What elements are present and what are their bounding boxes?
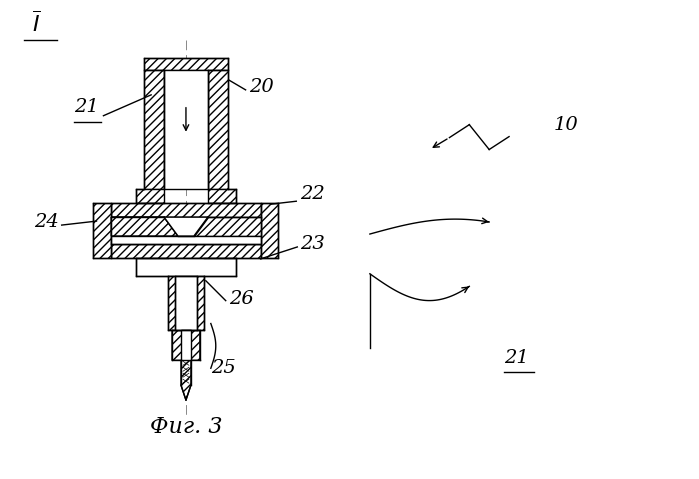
Polygon shape bbox=[168, 276, 204, 331]
Text: Фиг. 3: Фиг. 3 bbox=[150, 416, 222, 438]
Polygon shape bbox=[208, 70, 228, 189]
Polygon shape bbox=[194, 217, 261, 236]
Polygon shape bbox=[111, 217, 178, 236]
Polygon shape bbox=[136, 258, 236, 276]
Text: 21: 21 bbox=[504, 349, 529, 367]
Text: 25: 25 bbox=[211, 359, 236, 377]
Text: 20: 20 bbox=[249, 78, 273, 96]
Text: 26: 26 bbox=[229, 290, 254, 308]
Text: 23: 23 bbox=[301, 235, 325, 253]
Polygon shape bbox=[144, 70, 164, 189]
Polygon shape bbox=[144, 58, 228, 70]
Polygon shape bbox=[172, 331, 200, 400]
Polygon shape bbox=[136, 189, 164, 203]
Polygon shape bbox=[181, 331, 191, 360]
Polygon shape bbox=[94, 203, 111, 258]
Bar bbox=[164, 70, 208, 189]
Bar bbox=[175, 276, 197, 331]
Polygon shape bbox=[208, 189, 236, 203]
Polygon shape bbox=[261, 203, 278, 258]
Polygon shape bbox=[111, 217, 178, 236]
Polygon shape bbox=[164, 217, 208, 236]
Text: 21: 21 bbox=[73, 98, 99, 116]
Text: $\overline{I}$: $\overline{I}$ bbox=[32, 12, 41, 37]
Text: 22: 22 bbox=[301, 185, 325, 203]
Polygon shape bbox=[111, 244, 261, 258]
Text: 24: 24 bbox=[34, 213, 59, 231]
Bar bbox=[111, 236, 261, 244]
Text: 10: 10 bbox=[554, 115, 579, 134]
Polygon shape bbox=[111, 203, 261, 217]
